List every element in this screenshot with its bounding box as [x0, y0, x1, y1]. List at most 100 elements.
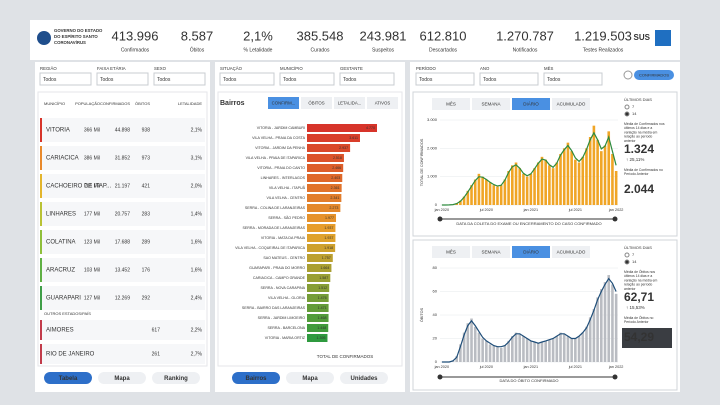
bar [500, 185, 503, 205]
group-label: OUTROS ESTADOS/PAÍS [44, 311, 91, 316]
cell: 176 [142, 267, 151, 273]
bar-value: 2.341 [330, 196, 339, 200]
bairros-title: Bairros [220, 100, 245, 107]
cell: 366 Mil [84, 127, 100, 133]
bar [489, 344, 492, 362]
days-label: ÚLTIMOS DIAS [624, 245, 652, 250]
row-color [40, 320, 42, 340]
button-label: CONFIRM... [272, 101, 296, 106]
bar [548, 165, 551, 205]
filter-value: Todos [223, 77, 237, 83]
y-tick-label: 20 [433, 336, 438, 341]
tab-label: Ranking [164, 376, 188, 382]
tab-label: ACUMULADO [557, 250, 586, 255]
bar-value: 1.977 [325, 216, 334, 220]
change: ↑ 25,11% [626, 157, 644, 162]
cell: 386 Mil [84, 155, 100, 161]
bar [481, 339, 484, 363]
bar-value: 1.937 [324, 236, 333, 240]
y-tick-label: 40 [433, 312, 438, 317]
cell: 17.688 [115, 239, 131, 245]
bar-value: 2.403 [331, 176, 340, 180]
x-tick-label: jul 2020 [479, 208, 493, 212]
bar [496, 187, 499, 205]
bar [589, 317, 592, 362]
filter-label: REGIÃO [40, 66, 57, 71]
logo-text: CORONAVÍRUS [54, 40, 86, 45]
filter-button[interactable] [624, 71, 632, 79]
tab-label: Mapa [114, 376, 130, 382]
bar-label: SERRA - NOVA CARAPINA [261, 286, 306, 290]
row-color [40, 230, 42, 254]
x-tick-label: jan 2020 [434, 365, 450, 369]
bar-value: 1.757 [322, 256, 331, 260]
x-axis-label: DATA DA COLETA DO EXAME OU ENCERRAMENTO … [456, 221, 601, 226]
bar-value: 1.476 [318, 296, 327, 300]
kpi-value: 243.981 [360, 28, 407, 43]
bar [581, 333, 584, 362]
bar [574, 160, 577, 205]
filter-label: MÊS [544, 66, 553, 71]
tab-label: SEMANA [481, 102, 500, 107]
cell: 421 [142, 183, 151, 189]
radio[interactable] [625, 253, 629, 257]
y-tick-label: 80 [433, 265, 438, 270]
cell: 44.898 [115, 127, 131, 133]
bar [492, 346, 495, 362]
bar-label: SERRA - COLINA DE LARANJEIRAS [245, 206, 306, 210]
bar [567, 143, 570, 205]
button-label: LETALIDA... [338, 101, 362, 106]
pill-label: CONFIRMADOS [639, 73, 669, 78]
bar [500, 348, 503, 362]
radio[interactable] [625, 105, 629, 109]
kpi-label: Curados [311, 47, 330, 53]
bar [474, 180, 477, 206]
radio[interactable] [625, 260, 629, 264]
cell: 127 Mil [84, 295, 100, 301]
y-tick-label: 1.000 [427, 174, 438, 179]
bar [563, 334, 566, 362]
cell: 973 [142, 155, 151, 161]
bar [548, 340, 551, 362]
bar [593, 126, 596, 205]
button-label: ÓBITOS [308, 101, 324, 106]
y-axis-label: TOTAL DE CONFIRMADOS [420, 138, 424, 186]
bar [515, 163, 518, 206]
bar [492, 185, 495, 205]
bar-label: GUARAPARI - PRAIA DO MORRO [249, 266, 305, 270]
filter-label: MUNICÍPIO [280, 66, 303, 71]
radio[interactable] [625, 112, 629, 116]
bar-label: VILA VELHA - GLORIA [268, 296, 306, 300]
cell: 261 [152, 351, 161, 357]
bar-value: 2.937 [339, 146, 348, 150]
tab-label: Mapa [302, 376, 318, 382]
x-tick-label: jul 2020 [479, 365, 493, 369]
bar-value: 1.918 [324, 246, 333, 250]
cell: LINHARES [46, 212, 76, 218]
x-axis-label: DATA DO ÓBITO CONFIRMADO [500, 378, 559, 383]
x-tick-label: jan 2020 [434, 208, 450, 212]
row-color [40, 344, 42, 364]
bar-value: 1.937 [324, 226, 333, 230]
cell: 617 [152, 327, 161, 333]
bar-value: 1.512 [318, 286, 327, 290]
bar [607, 275, 610, 362]
row-color [40, 258, 42, 282]
cell: 289 [142, 239, 151, 245]
cell: 177 Mil [84, 211, 100, 217]
bar [559, 154, 562, 205]
cell: RIO DE JANEIRO [46, 352, 95, 358]
cell: 1,6% [191, 239, 203, 245]
filter-value: Todos [43, 77, 57, 83]
row-color [40, 202, 42, 226]
kpi-value: 2,1% [243, 28, 273, 43]
bar [537, 343, 540, 362]
bar [537, 163, 540, 206]
bar-label: VILA VELHA - ITAPUÃ [269, 185, 306, 190]
bar [615, 171, 618, 205]
bar-label: VILA VELHA - PRAIA DA COSTA [252, 136, 305, 140]
cell: 3,1% [191, 155, 203, 161]
tab-label: ACUMULADO [557, 102, 586, 107]
bar [511, 336, 514, 362]
